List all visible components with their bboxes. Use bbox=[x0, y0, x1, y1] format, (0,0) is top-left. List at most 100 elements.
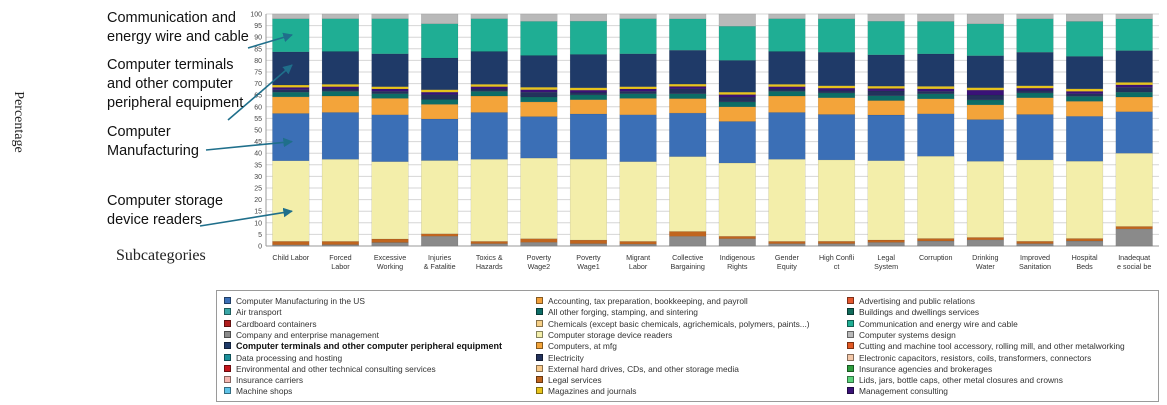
y-tick-label: 30 bbox=[254, 174, 262, 181]
legend-label: Communication and energy wire and cable bbox=[859, 318, 1018, 329]
bar-segment bbox=[1066, 160, 1104, 239]
legend-label: Computer storage device readers bbox=[548, 329, 673, 340]
x-tick-label-line: System bbox=[874, 262, 898, 271]
bar-segment bbox=[917, 98, 955, 114]
y-tick-label: 35 bbox=[254, 162, 262, 169]
bar-segment bbox=[1066, 96, 1104, 102]
x-tick-label-line: Hospital bbox=[1072, 253, 1098, 262]
bar-segment bbox=[718, 162, 756, 237]
bar-stack bbox=[569, 13, 608, 247]
bar-segment bbox=[569, 99, 608, 115]
x-tick-label-line: Wage2 bbox=[528, 262, 551, 271]
bar-segment bbox=[768, 51, 806, 85]
x-tick-label-line: Toxics & bbox=[476, 253, 503, 262]
bar-segment bbox=[768, 88, 806, 92]
legend-label: Environmental and other technical consul… bbox=[236, 363, 436, 374]
bar-segment bbox=[371, 98, 409, 115]
bar-segment bbox=[669, 50, 707, 85]
bar-segment bbox=[470, 51, 508, 85]
bar-segment bbox=[867, 54, 905, 87]
y-tick-label: 85 bbox=[254, 46, 262, 53]
gridlines bbox=[265, 13, 1159, 247]
bar-segment bbox=[966, 237, 1004, 241]
bar-segment bbox=[1066, 240, 1104, 247]
legend-label: Computer terminals and other computer pe… bbox=[236, 341, 503, 352]
bar-segment bbox=[669, 18, 707, 51]
annotation-arrow bbox=[227, 64, 293, 121]
bar-segment bbox=[421, 13, 459, 24]
legend-label: All other forging, stamping, and sinteri… bbox=[548, 307, 698, 318]
bars bbox=[272, 13, 1153, 247]
bar-segment bbox=[421, 89, 459, 93]
x-tick-label: Excessive Working bbox=[374, 253, 406, 271]
bar-segment bbox=[520, 116, 558, 159]
x-tick-label-line: Wage1 bbox=[577, 262, 600, 271]
x-tick-label-line: Labor bbox=[331, 262, 350, 271]
bar-segment bbox=[421, 91, 459, 95]
legend-label: Company and enterprise management bbox=[236, 329, 379, 340]
legend-label: Accounting, tax preparation, bookkeeping… bbox=[548, 296, 748, 306]
bar-segment bbox=[669, 93, 707, 99]
bar-segment bbox=[817, 114, 856, 161]
bar-segment bbox=[817, 92, 856, 98]
x-tick-label: Corruption bbox=[919, 253, 953, 262]
bar-segment bbox=[272, 96, 310, 114]
bar-segment bbox=[321, 159, 359, 242]
bar-segment bbox=[867, 160, 905, 241]
bar-segment bbox=[520, 242, 558, 247]
legend-label: Buildings and dwellings services bbox=[859, 307, 980, 318]
bar-segment bbox=[817, 85, 856, 89]
bar-segment bbox=[569, 92, 608, 96]
bar-segment bbox=[966, 23, 1004, 56]
x-tick-label: Migrant Labor bbox=[626, 253, 650, 271]
bar-segment bbox=[1115, 228, 1153, 247]
bar-segment bbox=[817, 90, 856, 94]
x-tick-label-line: Collective bbox=[672, 253, 703, 262]
bar-segment bbox=[817, 18, 856, 53]
legend-label: Insurance carriers bbox=[236, 375, 304, 386]
bar-segment bbox=[321, 241, 359, 245]
bar-segment bbox=[421, 233, 459, 237]
bar-segment bbox=[1066, 116, 1104, 162]
x-tick-label-line: Beds bbox=[1076, 262, 1093, 271]
bar-segment bbox=[421, 160, 459, 234]
bar-segment bbox=[569, 20, 608, 55]
bar-segment bbox=[619, 18, 657, 55]
legend-swatch bbox=[224, 353, 231, 361]
legend-label: Machine shops bbox=[236, 386, 293, 397]
y-tick-labels: 0 5 10 15 20 25 30 35 40 45 50 55 60 65 70 75 80 85 90 95 10… bbox=[250, 12, 262, 251]
x-tick-label: High Confli ct bbox=[819, 253, 855, 271]
bar-segment bbox=[619, 243, 657, 247]
x-tick-label-line: & Fatalitie bbox=[424, 262, 456, 271]
bar-segment bbox=[470, 159, 508, 242]
bar-segment bbox=[619, 161, 657, 242]
x-tick-label-line: Excessive bbox=[374, 253, 406, 262]
bar-segment bbox=[569, 113, 608, 160]
annotation-computer-storage: Computer storage device readers bbox=[107, 192, 223, 230]
bar-segment bbox=[520, 157, 558, 239]
bar-segment bbox=[1016, 52, 1054, 86]
bar-segment bbox=[917, 113, 955, 157]
bar-segment bbox=[272, 51, 310, 86]
legend-label: Electronic capacitors, resistors, coils,… bbox=[859, 352, 1092, 363]
bar-segment bbox=[867, 95, 905, 101]
annotation-line: energy wire and cable bbox=[107, 29, 249, 45]
legend-label: Legal services bbox=[548, 375, 602, 386]
bar-segment bbox=[470, 241, 508, 244]
x-tick-label-line: Forced bbox=[329, 253, 351, 262]
x-tick-label: Forced Labor bbox=[329, 253, 351, 271]
x-tick-label-line: Hazards bbox=[476, 262, 503, 271]
bar-segment bbox=[520, 101, 558, 117]
annotation-computer-terminals: Computer terminals and other computer pe… bbox=[107, 56, 243, 113]
x-tick-label-line: Gender bbox=[775, 253, 800, 262]
bar-segment bbox=[421, 57, 459, 90]
x-tick-label-line: Legal bbox=[877, 253, 895, 262]
annotation-line: peripheral equipment bbox=[107, 95, 244, 111]
bar-segment bbox=[569, 13, 608, 22]
legend-label: Chemicals (except basic chemicals, agric… bbox=[548, 318, 810, 329]
bar-segment bbox=[768, 243, 806, 247]
annotation-arrows bbox=[199, 32, 293, 227]
legend-swatch bbox=[224, 342, 231, 350]
annotation-arrow bbox=[199, 207, 293, 227]
bar-segment bbox=[371, 238, 409, 243]
